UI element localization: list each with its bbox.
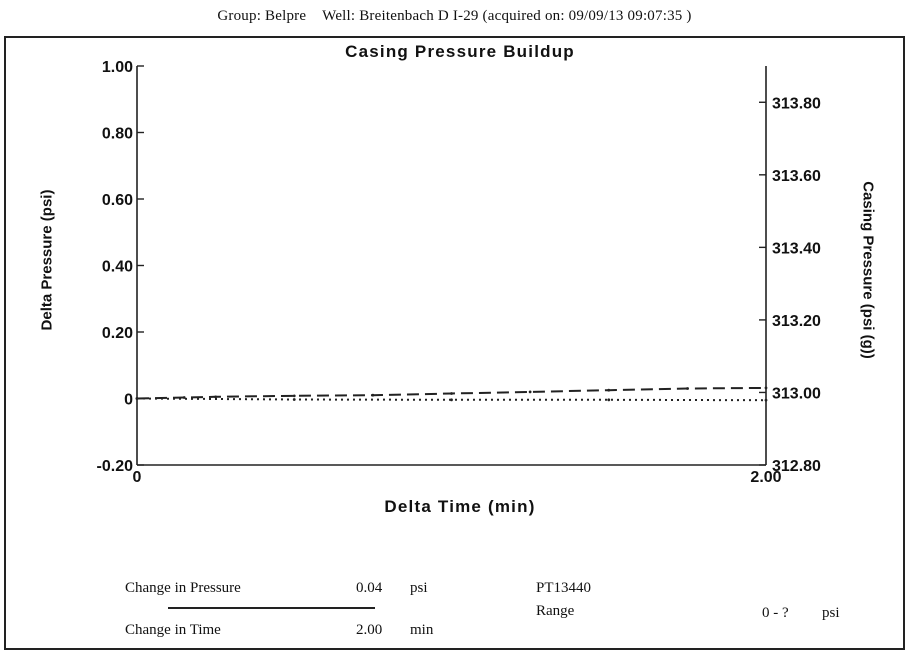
y-tick-label-left-6: -0.20 [97, 458, 134, 475]
series-0-point-1 [182, 396, 186, 399]
x-tick-label-0: 0 [133, 469, 142, 486]
y-tick-label-left-4: 0.20 [102, 325, 133, 342]
series-0-point-9 [764, 386, 768, 390]
series-1-point-3 [607, 398, 611, 402]
series-1-point-4 [764, 398, 768, 402]
well-label: Well: Breitenbach D I-29 (acquired on: 0… [322, 8, 692, 24]
y-tick-label-right-0: 313.80 [772, 95, 821, 112]
series-1-point-2 [450, 398, 453, 402]
series-0-point-6 [528, 390, 532, 394]
x-axis-label: Delta Time (min) [384, 497, 536, 516]
change-pressure-label: Change in Pressure [125, 580, 241, 596]
y-tick-label-left-0: 1.00 [102, 59, 133, 76]
series-0-point-4 [371, 393, 375, 397]
series-0-point-2 [214, 395, 218, 399]
y-tick-label-right-1: 313.60 [772, 168, 821, 185]
change-pressure-unit: psi [410, 580, 428, 596]
change-pressure-value: 0.04 [356, 580, 383, 596]
y-tick-label-right-5: 312.80 [772, 458, 821, 475]
y-tick-label-left-5: 0 [124, 392, 133, 409]
chart-frame [4, 36, 905, 650]
y-tick-label-right-2: 313.40 [772, 240, 821, 257]
chart-title: Casing Pressure Buildup [345, 42, 575, 61]
y-tick-label-left-3: 0.40 [102, 259, 133, 276]
y-tick-label-left-2: 0.60 [102, 192, 133, 209]
series-0-point-3 [292, 394, 296, 398]
range-unit: psi [822, 605, 840, 621]
y-tick-label-left-1: 0.80 [102, 126, 133, 143]
series-line-0 [136, 386, 767, 400]
report-header: Group: Belpre Well: Breitenbach D I-29 (… [0, 8, 909, 25]
x-tick-label-1: 2.00 [750, 469, 781, 486]
series-1-point-1 [292, 398, 296, 401]
sensor-id: PT13440 [536, 580, 592, 596]
y-tick-label-right-4: 313.00 [772, 385, 821, 402]
change-time-label: Change in Time [125, 622, 221, 638]
change-time-unit: min [410, 622, 434, 638]
change-time-value: 2.00 [356, 622, 383, 638]
fraction-divider [168, 607, 375, 609]
series-0-point-8 [685, 387, 689, 390]
series-0-point-5 [450, 392, 453, 395]
group-label: Group: Belpre [217, 8, 307, 24]
series-1-point-0 [135, 397, 139, 400]
range-value: 0 - ? [762, 605, 789, 621]
y-tick-label-right-3: 313.20 [772, 313, 821, 330]
range-label: Range [536, 603, 575, 619]
series-0-point-7 [607, 388, 611, 392]
